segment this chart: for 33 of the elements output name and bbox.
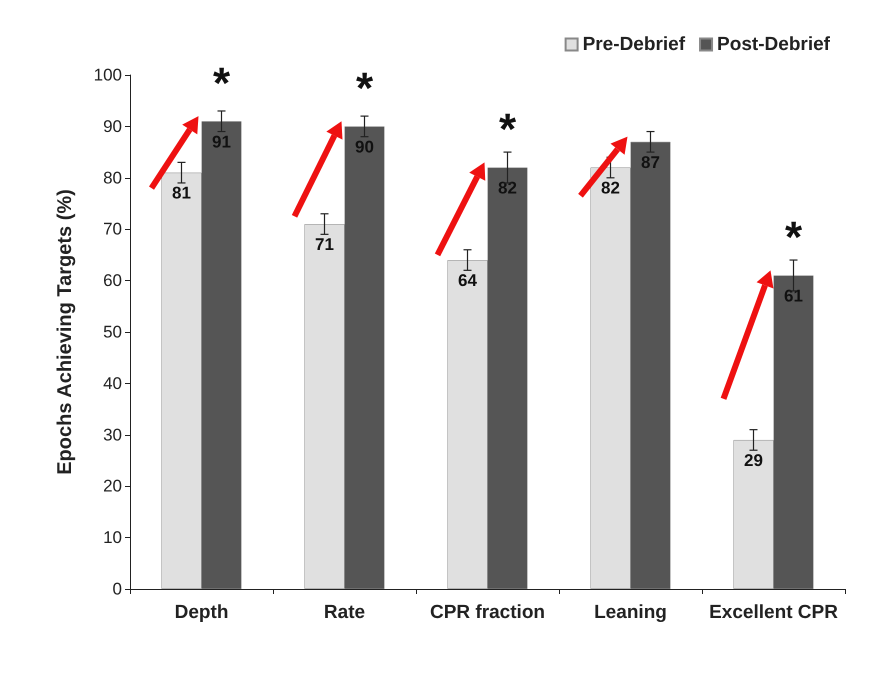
data-label: 82 (601, 178, 620, 198)
data-label: 61 (784, 286, 803, 306)
y-tick-label: 20 (103, 476, 122, 496)
x-tick-label: CPR fraction (430, 602, 546, 623)
y-tick-label: 70 (103, 220, 122, 239)
annotation: * (212, 58, 231, 108)
x-tick-label: Excellent CPR (709, 602, 838, 623)
y-axis-title: Epochs Achieving Targets (%) (54, 189, 76, 475)
x-tick-label: Rate (324, 602, 366, 623)
y-tick-label: 60 (103, 271, 122, 290)
y-tick-label: 50 (103, 322, 122, 342)
y-tick-label: 80 (103, 168, 122, 188)
data-label: 29 (744, 450, 763, 470)
annotation: * (356, 64, 374, 113)
data-label: 64 (458, 271, 478, 290)
y-tick-label: 0 (112, 580, 122, 598)
legend-label: Post-Debrief (717, 34, 831, 55)
legend-label: Pre-Debrief (582, 34, 686, 55)
annotation: * (498, 105, 517, 154)
x-tick-label: Depth (174, 602, 228, 623)
data-label: 71 (315, 235, 334, 254)
y-tick-label: 100 (94, 66, 122, 84)
y-tick-label: 10 (103, 528, 122, 548)
data-label: 90 (355, 137, 374, 156)
data-label: 87 (641, 152, 660, 172)
y-tick-label: 30 (103, 425, 122, 444)
data-label: 81 (172, 184, 191, 203)
annotation: * (784, 212, 803, 262)
data-label: 91 (212, 132, 231, 152)
x-tick-label: Leaning (594, 602, 667, 623)
data-label: 82 (498, 178, 517, 198)
y-tick-label: 90 (103, 116, 122, 136)
y-tick-label: 40 (103, 374, 122, 393)
